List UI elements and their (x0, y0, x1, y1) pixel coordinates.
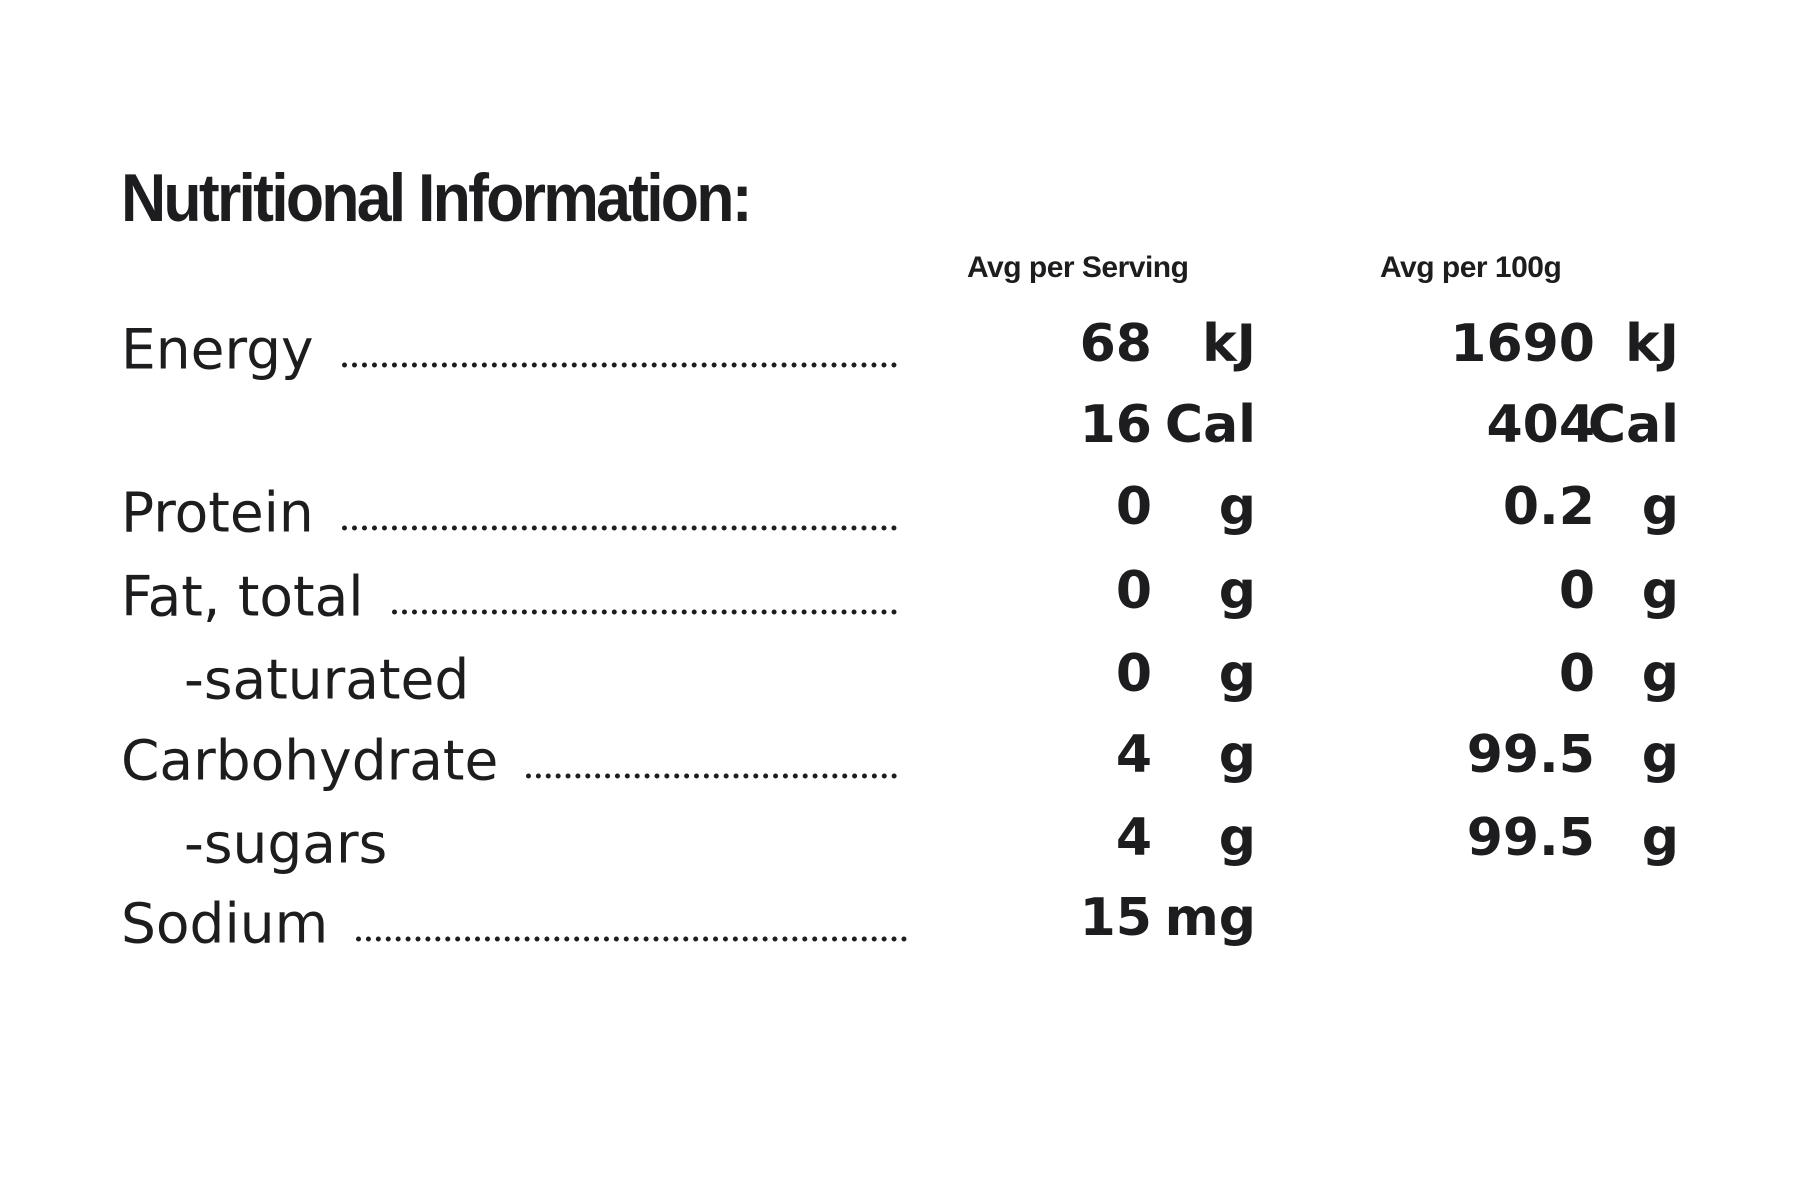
row-label: Carbohydrate (121, 728, 897, 793)
serving-unit: kJ (1202, 314, 1256, 374)
label-text: Fat, total (121, 564, 364, 629)
leader-dots (356, 936, 907, 942)
per100g-value: 99.5 (1466, 808, 1595, 868)
serving-unit: g (1218, 561, 1256, 621)
serving-value: 0 (1115, 561, 1152, 621)
serving-unit: g (1218, 477, 1256, 537)
serving-unit: Cal (1164, 395, 1256, 455)
per100g-value: 0 (1558, 561, 1595, 621)
per100g-unit: g (1641, 561, 1679, 621)
per100g-unit: g (1641, 808, 1679, 868)
column-header: Avg per 100g (1380, 251, 1562, 284)
per100g-unit: g (1641, 644, 1679, 704)
label-text: Energy (121, 317, 314, 382)
row-label: Energy (121, 317, 897, 382)
label-text: -sugars (184, 811, 388, 876)
per100g-value: 0 (1558, 644, 1595, 704)
column-header: Avg per Serving (967, 251, 1189, 284)
leader-dots (391, 609, 897, 615)
leader-dots (341, 362, 897, 368)
serving-value: 68 (1079, 314, 1152, 374)
serving-value: 0 (1115, 644, 1152, 704)
label-text: Protein (121, 480, 314, 545)
row-label: -sugars (184, 811, 388, 876)
per100g-unit: kJ (1625, 314, 1679, 374)
serving-value: 15 (1079, 888, 1152, 948)
leader-dots (526, 773, 897, 779)
title: Nutritional Information: (121, 160, 753, 236)
leader-dots (341, 525, 897, 531)
serving-unit: mg (1164, 888, 1256, 948)
serving-value: 0 (1115, 477, 1152, 537)
per100g-unit: g (1641, 477, 1679, 537)
row-label: Sodium (121, 891, 907, 956)
per100g-value: 1690 (1450, 314, 1595, 374)
label-text: Carbohydrate (121, 728, 499, 793)
serving-unit: g (1218, 644, 1256, 704)
serving-value: 4 (1115, 808, 1152, 868)
label-text: -saturated (184, 647, 470, 712)
label-text: Sodium (121, 891, 329, 956)
serving-value: 16 (1079, 395, 1152, 455)
serving-unit: g (1218, 725, 1256, 785)
serving-unit: g (1218, 808, 1256, 868)
serving-value: 4 (1115, 725, 1152, 785)
per100g-value: 99.5 (1466, 725, 1595, 785)
per100g-unit: g (1641, 725, 1679, 785)
per100g-value: 404 (1486, 395, 1595, 455)
row-label: Fat, total (121, 564, 897, 629)
per100g-value: 0.2 (1502, 477, 1595, 537)
per100g-unit: Cal (1587, 395, 1679, 455)
row-label: Protein (121, 480, 897, 545)
row-label: -saturated (184, 647, 470, 712)
